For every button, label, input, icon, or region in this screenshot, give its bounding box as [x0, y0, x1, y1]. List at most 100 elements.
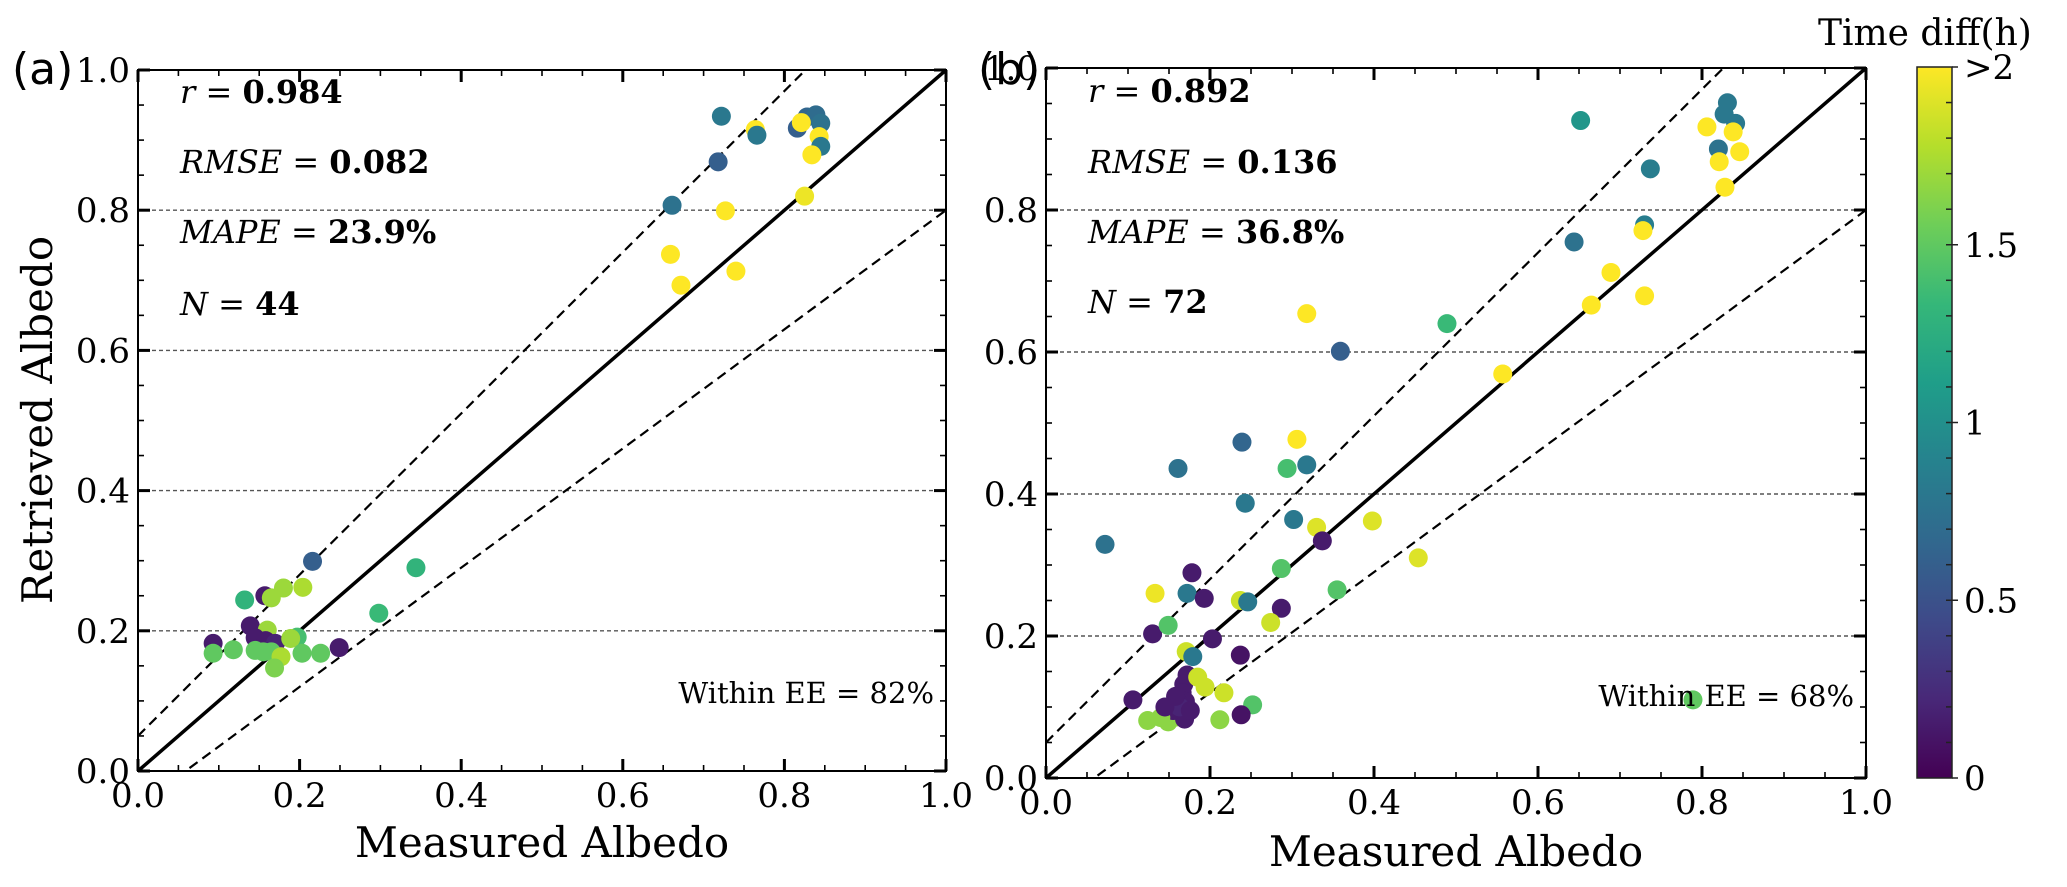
x-tick-label: 0.0: [111, 776, 165, 816]
data-point: [1571, 111, 1591, 131]
colorbar-tick-label: 0: [1964, 759, 1986, 799]
panel-b: 0.0 0.2 0.4 0.6 0.8 1.0 0.0 0.2 0.4 0.6 0.8 1.0 (b)…: [978, 44, 1893, 876]
data-point: [1271, 559, 1291, 579]
data-point: [1277, 458, 1297, 478]
data-point: [1145, 583, 1165, 603]
tick-labels-b: 0.0 0.2 0.4 0.6 0.8 1.0 0.0 0.2 0.4 0.6 0.8 1.0: [984, 49, 1893, 823]
stat-n-b: N = 72: [1087, 283, 1208, 321]
data-point: [747, 125, 767, 145]
y-axis-label-a: Retrieved Albedo: [13, 236, 62, 604]
colorbar: Time diff(h) 0 0.5 1 1.5 >2: [1818, 13, 2032, 799]
data-point: [1723, 122, 1743, 142]
data-point: [802, 145, 822, 165]
stat-mape-b: MAPE = 36.8%: [1087, 213, 1344, 251]
data-point: [1231, 705, 1251, 725]
data-point: [203, 643, 223, 663]
data-point: [406, 558, 426, 578]
data-point: [1261, 613, 1281, 633]
data-point: [726, 261, 746, 281]
data-point: [1581, 295, 1601, 315]
data-point: [235, 590, 255, 610]
x-tick-label: 0.2: [1183, 783, 1237, 823]
data-point: [1123, 690, 1143, 710]
data-point: [1730, 142, 1750, 162]
y-tick-label: 0.6: [76, 331, 130, 371]
ee-lower-line: [183, 209, 946, 771]
ticks-b: [1044, 66, 1868, 780]
data-point: [1238, 592, 1258, 612]
colorbar-title: Time diff(h): [1818, 13, 2032, 54]
y-tick-label: 0.0: [984, 759, 1038, 799]
data-point: [1330, 341, 1350, 361]
data-point: [1210, 710, 1230, 730]
y-tick-label: 0.2: [76, 612, 130, 652]
data-point: [662, 195, 682, 215]
x-tick-label: 1.0: [919, 776, 973, 816]
data-point: [1235, 493, 1255, 513]
data-point: [1095, 534, 1115, 554]
data-point: [1168, 458, 1188, 478]
data-point: [265, 658, 285, 678]
data-point: [1640, 159, 1660, 179]
data-point: [1284, 510, 1304, 530]
data-point: [1232, 432, 1252, 452]
data-point: [1709, 152, 1729, 172]
y-tick-label: 0.2: [984, 617, 1038, 657]
data-point: [1230, 645, 1250, 665]
x-tick-label: 0.0: [1019, 783, 1073, 823]
y-tick-label: 0.4: [984, 475, 1038, 515]
data-point: [369, 603, 389, 623]
x-tick-label: 0.4: [434, 776, 488, 816]
x-tick-label: 0.6: [596, 776, 650, 816]
colorbar-tick-label: 1.5: [1964, 226, 2018, 266]
data-point: [293, 577, 313, 597]
colorbar-tick-label: >2: [1964, 48, 2014, 88]
grid-b: [1046, 209, 1866, 637]
y-tick-label: 0.4: [76, 472, 130, 512]
data-point: [1158, 615, 1178, 635]
data-point: [1143, 624, 1163, 644]
x-axis-label-a: Measured Albedo: [355, 818, 729, 867]
data-point: [223, 640, 243, 660]
y-tick-label: 1.0: [984, 49, 1038, 89]
data-point: [795, 186, 815, 206]
data-point: [1437, 314, 1457, 334]
x-tick-label: 0.8: [757, 776, 811, 816]
x-tick-label: 0.6: [1511, 783, 1565, 823]
data-point: [1182, 563, 1202, 583]
colorbar-tick-label: 0.5: [1964, 581, 2018, 621]
data-point: [1287, 429, 1307, 449]
data-point: [1683, 690, 1703, 710]
y-tick-label: 0.8: [984, 191, 1038, 231]
colorbar-tick-label: 1: [1964, 404, 1986, 444]
data-point: [1715, 177, 1735, 197]
points-a: [203, 105, 831, 678]
x-tick-label: 0.8: [1675, 783, 1729, 823]
data-point: [1202, 629, 1222, 649]
stats-a: r = 0.984 RMSE = 0.082 MAPE = 23.9% N = …: [179, 73, 436, 323]
data-point: [281, 629, 301, 649]
data-point: [1697, 117, 1717, 137]
data-point: [1183, 647, 1203, 667]
data-point: [1297, 455, 1317, 475]
data-point: [1194, 588, 1214, 608]
data-point: [1271, 598, 1291, 618]
data-point: [292, 643, 312, 663]
data-point: [1493, 364, 1513, 384]
points-b: [1095, 93, 1750, 732]
stat-rmse-a: RMSE = 0.082: [179, 143, 430, 181]
data-point: [311, 643, 331, 663]
data-point: [715, 201, 735, 221]
x-tick-label: 1.0: [1839, 783, 1893, 823]
data-point: [1312, 531, 1332, 551]
data-point: [711, 106, 731, 126]
stats-b: r = 0.892 RMSE = 0.136 MAPE = 36.8% N = …: [1087, 72, 1344, 321]
data-point: [1601, 262, 1621, 282]
data-point: [1214, 683, 1234, 703]
data-point: [1177, 583, 1197, 603]
data-point: [1297, 304, 1317, 324]
stat-n-a: N = 44: [179, 285, 300, 323]
ticks-a: [136, 68, 948, 773]
data-point: [1180, 701, 1200, 721]
